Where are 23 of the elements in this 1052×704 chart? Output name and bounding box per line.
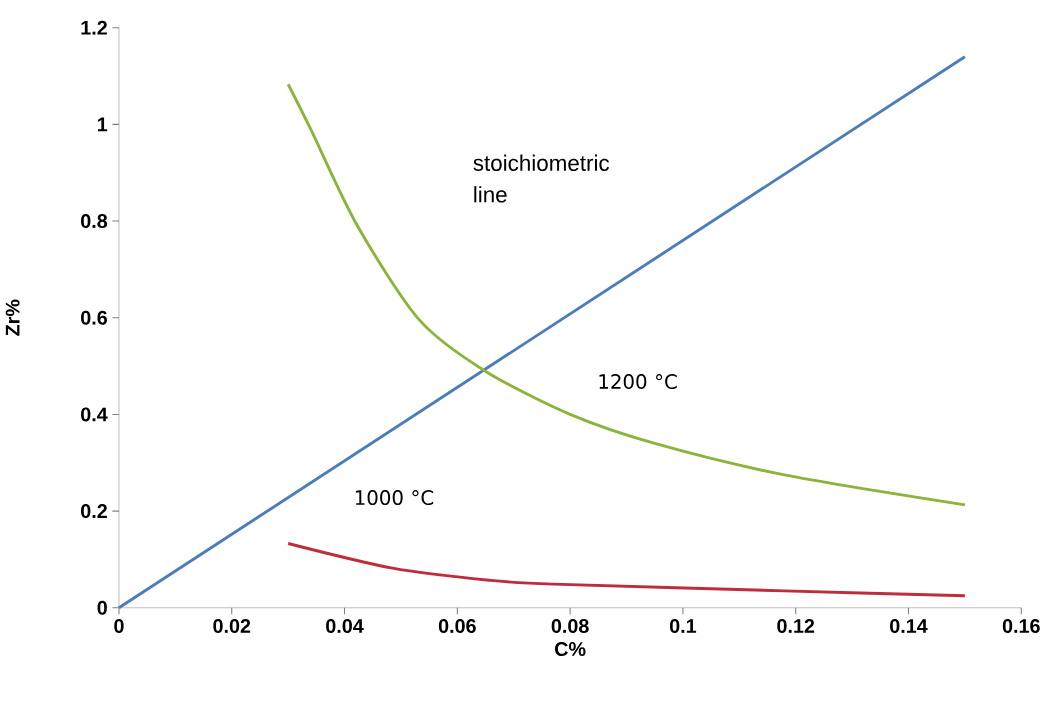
x-tick-label: 0 (114, 618, 124, 633)
x-tick-label: 0.1 (669, 618, 697, 633)
annotation: stoichiometric line (473, 154, 610, 203)
annotation: 1000 °C (355, 490, 434, 506)
x-tick-label: 0.16 (1002, 618, 1040, 633)
x-axis-title: C% (555, 642, 586, 656)
y-tick-label: 0.2 (81, 504, 107, 519)
x-tick-label: 0.12 (777, 618, 815, 633)
y-tick-label: 0.4 (81, 407, 108, 422)
line-series (286, 542, 967, 598)
x-tick-label: 0.06 (438, 618, 476, 633)
x-tick-label: 0.04 (326, 618, 364, 633)
x-tick-label: 0.14 (890, 618, 928, 633)
line-series (286, 82, 967, 507)
y-tick-label: 1 (97, 117, 108, 132)
y-tick-label: 0.8 (81, 214, 108, 229)
x-tick-label: 0.02 (213, 618, 251, 633)
y-axis-title: Zr% (5, 299, 20, 336)
annotation: 1200 °C (599, 374, 677, 390)
y-tick-label: 0 (97, 600, 107, 615)
y-tick-label: 1.2 (81, 20, 107, 35)
y-tick-label: 0.6 (81, 310, 108, 325)
x-tick-label: 0.08 (551, 618, 589, 633)
